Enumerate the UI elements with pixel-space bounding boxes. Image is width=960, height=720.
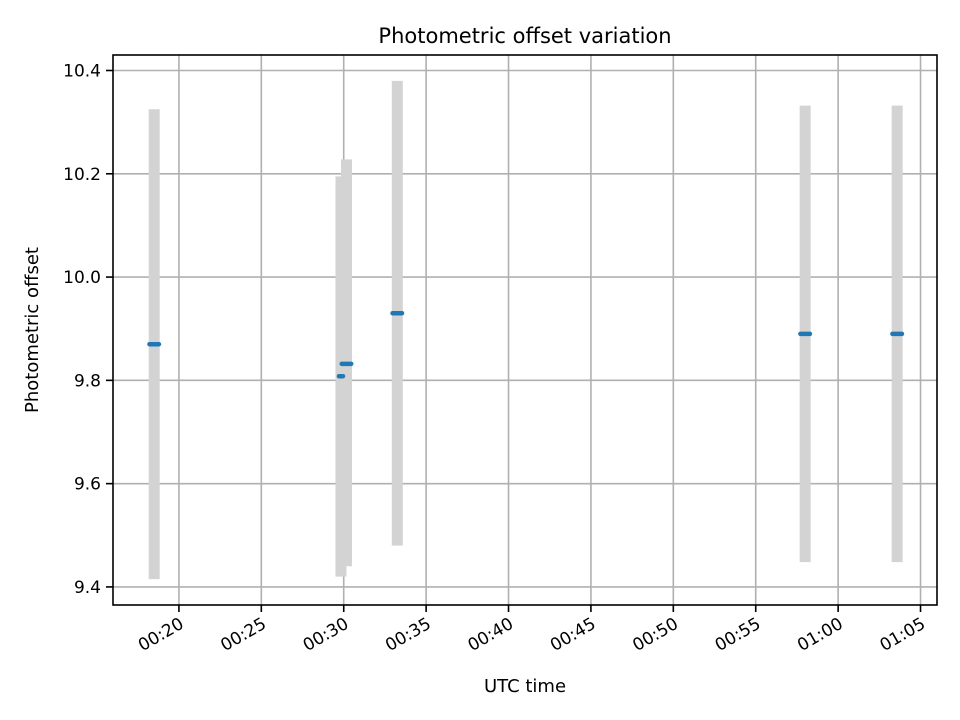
y-tick-label: 10.4 (63, 61, 101, 81)
y-tick-label: 9.6 (74, 475, 101, 495)
x-tick-label: 00:40 (465, 614, 517, 656)
y-tick-label: 10.0 (63, 268, 101, 288)
x-tick-label: 00:55 (712, 614, 764, 656)
x-tick-label: 00:30 (300, 614, 352, 656)
y-axis-label: Photometric offset (22, 247, 43, 413)
x-tick-label: 01:05 (877, 614, 929, 656)
data-point-layer (147, 310, 905, 379)
plot-frame (112, 54, 938, 606)
chart-title: Photometric offset variation (378, 24, 671, 48)
grid-layer (113, 55, 937, 605)
y-tick-label: 10.2 (63, 165, 101, 185)
x-tick-label: 00:20 (135, 614, 187, 656)
errorbar-layer (148, 80, 903, 580)
tick-layer: 00:20 00:25 00:30 00:35 00:40 00:45 00:50 00:55… (63, 61, 929, 655)
x-tick-label: 01:00 (794, 614, 846, 656)
y-tick-label: 9.8 (74, 371, 101, 391)
x-tick-label: 00:45 (547, 614, 599, 656)
x-tick-label: 00:25 (217, 614, 269, 656)
y-tick-label: 9.4 (74, 578, 101, 598)
x-tick-label: 00:35 (382, 614, 434, 656)
x-axis-label: UTC time (484, 676, 566, 697)
x-tick-label: 00:50 (629, 614, 681, 656)
